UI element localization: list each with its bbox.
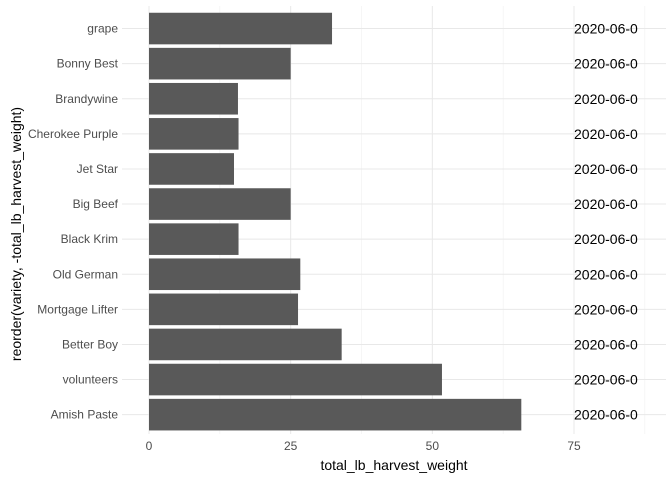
y-tick-labels: grape Bonny Best Brandywine Cherokee Purple… — [28, 22, 119, 422]
bar — [149, 363, 442, 396]
y-tick-label: Cherokee Purple — [28, 127, 118, 141]
bar-text-label: 2020-06-0 — [574, 91, 638, 107]
y-tick-label: Jet Star — [77, 162, 118, 176]
y-tick-label: volunteers — [63, 373, 118, 387]
bar-text-label: 2020-06-0 — [574, 231, 638, 247]
bar — [149, 82, 238, 115]
overplotted-labels: 2020-06-0 2020-06-0 2020-06-0 2020-06-0 2020… — [574, 21, 638, 423]
bar-text-label: 2020-06-0 — [574, 407, 638, 423]
bar-text-label: 2020-06-0 — [574, 372, 638, 388]
bar-text-label: 2020-06-0 — [574, 161, 638, 177]
bar-text-label: 2020-06-0 — [574, 56, 638, 72]
x-axis-title: total_lb_harvest_weight — [320, 457, 467, 473]
bar-text-label: 2020-06-0 — [574, 301, 638, 317]
y-tick-label: Better Boy — [62, 337, 118, 351]
y-tick-label: Black Krim — [61, 232, 118, 246]
x-tick-label: 50 — [426, 439, 440, 453]
bar — [149, 258, 301, 291]
x-tick-labels: 0 25 50 75 — [146, 439, 581, 453]
y-tick-label: Mortgage Lifter — [37, 302, 118, 316]
bar-text-label: 2020-06-0 — [574, 21, 638, 37]
bar — [149, 398, 522, 431]
bar — [149, 153, 234, 185]
bar — [149, 223, 239, 255]
y-tick-label: Old German — [53, 267, 118, 281]
y-tick-label: Amish Paste — [51, 408, 119, 422]
bar — [149, 188, 291, 220]
x-tick-label: 25 — [284, 439, 298, 453]
y-tick-label: grape — [87, 22, 118, 36]
bars — [149, 12, 522, 431]
bar — [149, 328, 342, 361]
bar — [149, 12, 333, 45]
x-tick-label: 0 — [146, 439, 153, 453]
bar-text-label: 2020-06-0 — [574, 336, 638, 352]
y-tick-label: Brandywine — [55, 92, 118, 106]
bar — [149, 293, 299, 326]
y-axis-title: reorder(variety, -total_lb_harvest_weigh… — [8, 107, 24, 361]
y-tick-label: Big Beef — [73, 197, 119, 211]
y-tick-label: Bonny Best — [57, 57, 119, 71]
bar — [149, 47, 291, 80]
x-tick-label: 75 — [567, 439, 581, 453]
bar-text-label: 2020-06-0 — [574, 266, 638, 282]
bar-text-label: 2020-06-0 — [574, 196, 638, 212]
bar — [149, 118, 239, 150]
bar-text-label: 2020-06-0 — [574, 126, 638, 142]
